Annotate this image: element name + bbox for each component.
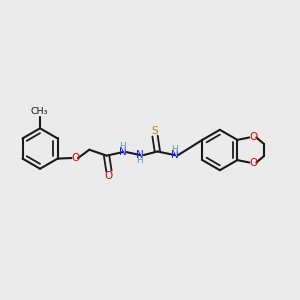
Text: S: S [152, 126, 158, 136]
Text: H: H [119, 142, 126, 151]
Text: O: O [72, 153, 80, 163]
Text: O: O [250, 158, 258, 168]
Text: N: N [171, 150, 178, 160]
Text: O: O [105, 172, 113, 182]
Text: O: O [250, 132, 258, 142]
Text: H: H [136, 157, 143, 166]
Text: H: H [171, 145, 177, 154]
Text: CH₃: CH₃ [31, 107, 49, 116]
Text: N: N [136, 150, 144, 160]
Text: N: N [119, 147, 127, 157]
